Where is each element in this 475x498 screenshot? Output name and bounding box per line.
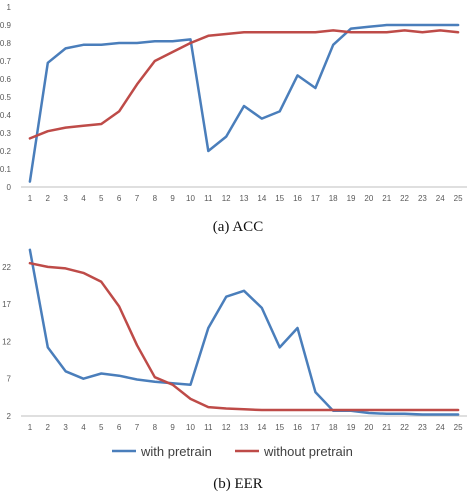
acc-x-tick-label: 10 bbox=[186, 194, 195, 203]
eer-x-tick-label: 4 bbox=[81, 423, 86, 432]
acc-x-tick-label: 20 bbox=[364, 194, 373, 203]
acc-y-tick-label: 0 bbox=[7, 183, 12, 192]
eer-x-tick-label: 8 bbox=[153, 423, 158, 432]
acc-y-tick-label: 0.2 bbox=[0, 147, 12, 156]
eer-series-with-pretrain bbox=[28, 248, 460, 416]
acc-x-tick-label: 18 bbox=[329, 194, 338, 203]
acc-x-tick-label: 13 bbox=[240, 194, 249, 203]
legend-label-without-pretrain: without pretrain bbox=[263, 444, 353, 459]
caption-acc: (a) ACC bbox=[212, 219, 264, 235]
acc-x-tick-label: 19 bbox=[347, 194, 356, 203]
eer-x-tick-label: 10 bbox=[186, 423, 195, 432]
acc-y-tick-label: 0.3 bbox=[0, 129, 12, 138]
acc-x-tick-label: 22 bbox=[400, 194, 409, 203]
acc-x-tick-label: 14 bbox=[257, 194, 266, 203]
acc-x-tick-label: 15 bbox=[275, 194, 284, 203]
acc-x-tick-label: 11 bbox=[204, 194, 213, 203]
legend: with pretrain without pretrain bbox=[112, 444, 353, 459]
acc-x-tick-label: 9 bbox=[170, 194, 175, 203]
eer-x-tick-label: 18 bbox=[329, 423, 338, 432]
eer-y-tick-label: 7 bbox=[7, 375, 12, 384]
eer-series-without-pretrain bbox=[28, 261, 460, 412]
eer-y-tick-label: 2 bbox=[7, 412, 12, 421]
eer-x-tick-label: 25 bbox=[454, 423, 463, 432]
acc-x-tick-label: 25 bbox=[454, 194, 463, 203]
eer-x-tick-label: 3 bbox=[63, 423, 68, 432]
eer-x-tick-label: 20 bbox=[364, 423, 373, 432]
eer-y-tick-label: 17 bbox=[2, 300, 11, 309]
acc-x-tick-label: 12 bbox=[222, 194, 231, 203]
acc-chart: 00.10.20.30.40.50.60.70.80.911 2 3 4 5 6 7 8 9 10… bbox=[0, 3, 467, 203]
legend-label-with-pretrain: with pretrain bbox=[140, 444, 212, 459]
eer-y-tick-label: 12 bbox=[2, 337, 11, 346]
eer-x-tick-label: 5 bbox=[99, 423, 104, 432]
acc-series-with-pretrain bbox=[28, 23, 460, 183]
acc-y-tick-label: 0.6 bbox=[0, 75, 12, 84]
acc-x-tick-label: 23 bbox=[418, 194, 427, 203]
eer-x-tick-label: 17 bbox=[311, 423, 320, 432]
acc-x-tick-label: 5 bbox=[99, 194, 104, 203]
acc-x-tick-label: 21 bbox=[382, 194, 391, 203]
eer-x-tick-label: 19 bbox=[347, 423, 356, 432]
eer-x-tick-label: 22 bbox=[400, 423, 409, 432]
acc-y-tick-label: 1 bbox=[7, 3, 12, 12]
eer-x-tick-label: 12 bbox=[222, 423, 231, 432]
acc-x-tick-label: 6 bbox=[117, 194, 122, 203]
acc-x-tick-label: 3 bbox=[63, 194, 68, 203]
acc-x-tick-label: 1 bbox=[28, 194, 33, 203]
eer-x-tick-label: 9 bbox=[170, 423, 175, 432]
acc-x-tick-label: 17 bbox=[311, 194, 320, 203]
eer-x-tick-label: 14 bbox=[257, 423, 266, 432]
acc-y-tick-label: 0.7 bbox=[0, 57, 12, 66]
acc-y-tick-label: 0.5 bbox=[0, 93, 12, 102]
eer-x-tick-label: 13 bbox=[240, 423, 249, 432]
acc-x-tick-label: 8 bbox=[153, 194, 158, 203]
acc-y-tick-label: 0.9 bbox=[0, 21, 12, 30]
eer-x-tick-label: 1 bbox=[28, 423, 33, 432]
acc-x-tick-label: 4 bbox=[81, 194, 86, 203]
eer-x-tick-label: 24 bbox=[436, 423, 445, 432]
acc-x-tick-label: 16 bbox=[293, 194, 302, 203]
eer-x-tick-label: 11 bbox=[204, 423, 213, 432]
acc-x-tick-label: 24 bbox=[436, 194, 445, 203]
acc-y-tick-label: 0.1 bbox=[0, 165, 12, 174]
eer-x-tick-label: 23 bbox=[418, 423, 427, 432]
acc-x-tick-label: 2 bbox=[46, 194, 51, 203]
caption-eer: (b) EER bbox=[213, 476, 263, 492]
eer-x-tick-label: 2 bbox=[46, 423, 51, 432]
eer-x-tick-label: 7 bbox=[135, 423, 140, 432]
eer-x-tick-label: 21 bbox=[382, 423, 391, 432]
acc-series-without-pretrain bbox=[28, 29, 460, 140]
eer-x-tick-label: 16 bbox=[293, 423, 302, 432]
eer-x-tick-label: 6 bbox=[117, 423, 122, 432]
eer-x-tick-label: 15 bbox=[275, 423, 284, 432]
acc-y-tick-label: 0.8 bbox=[0, 39, 12, 48]
acc-x-tick-label: 7 bbox=[135, 194, 140, 203]
acc-y-tick-label: 0.4 bbox=[0, 111, 12, 120]
eer-y-tick-label: 22 bbox=[2, 263, 11, 272]
